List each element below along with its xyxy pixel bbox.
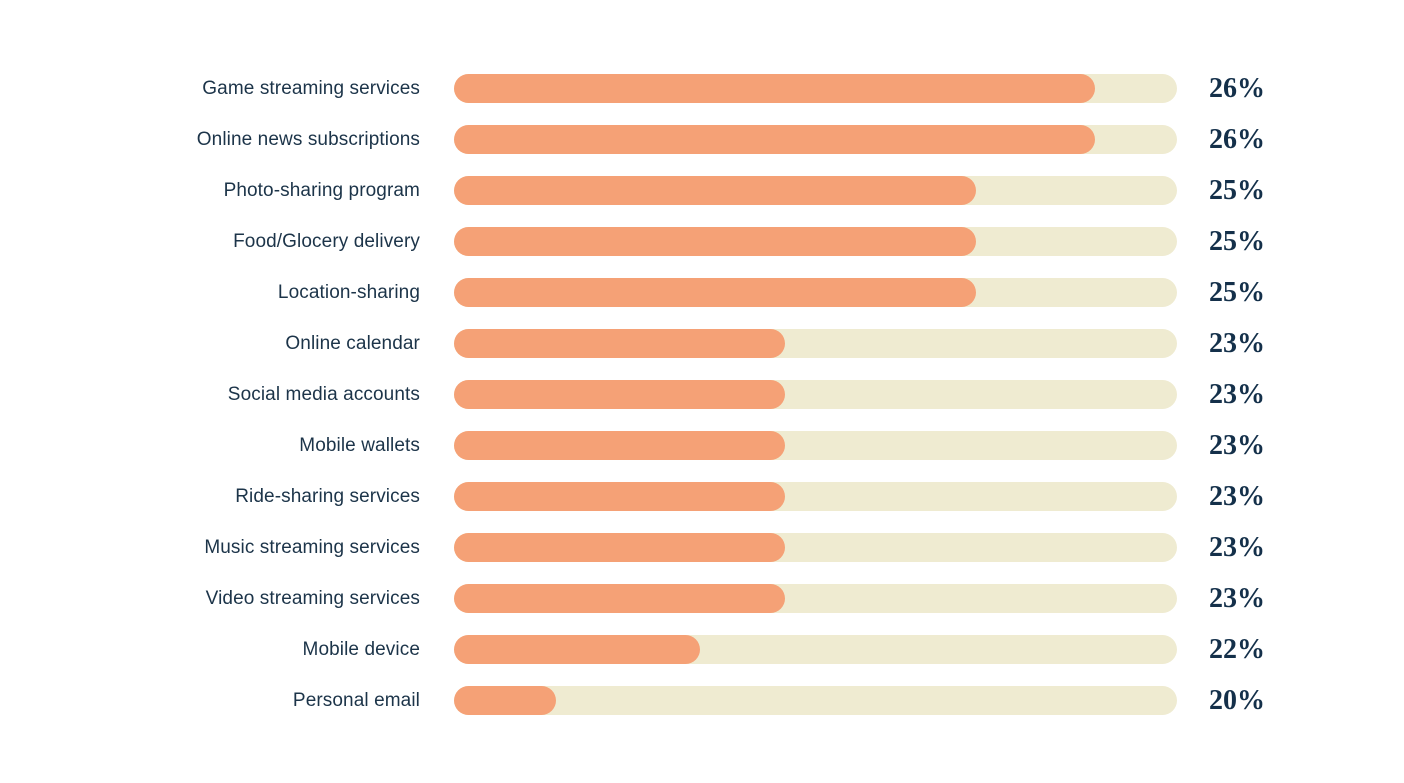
chart-row: Ride-sharing services 23%: [0, 471, 1404, 522]
chart-row: Social media accounts 23%: [0, 369, 1404, 420]
chart-row: Personal email 20%: [0, 675, 1404, 726]
value-label: 23%: [1209, 582, 1265, 614]
value-label: 23%: [1209, 378, 1265, 410]
value-label: 23%: [1209, 429, 1265, 461]
bar-fill: [454, 686, 556, 715]
category-label: Game streaming services: [202, 78, 420, 99]
chart-row: Online news subscriptions 26%: [0, 114, 1404, 165]
category-label: Social media accounts: [227, 384, 420, 405]
chart-row: Location-sharing 25%: [0, 267, 1404, 318]
category-label: Photo-sharing program: [223, 180, 420, 201]
bar-fill: [454, 380, 786, 409]
category-label: Location-sharing: [277, 282, 420, 303]
bar-track: [454, 227, 1177, 256]
chart-row: Video streaming services 23%: [0, 573, 1404, 624]
bar-track: [454, 584, 1177, 613]
bar-track: [454, 329, 1177, 358]
chart-row: Music streaming services 23%: [0, 522, 1404, 573]
bar-track: [454, 635, 1177, 664]
bar-track: [454, 176, 1177, 205]
chart-row: Photo-sharing program 25%: [0, 165, 1404, 216]
value-label: 26%: [1209, 123, 1265, 155]
value-label: 23%: [1209, 531, 1265, 563]
chart-row: Mobile wallets 23%: [0, 420, 1404, 471]
bar-track: [454, 74, 1177, 103]
bar-track: [454, 431, 1177, 460]
category-label: Ride-sharing services: [235, 486, 420, 507]
bar-track: [454, 125, 1177, 154]
category-label: Personal email: [292, 690, 420, 711]
bar-fill: [454, 482, 786, 511]
bar-fill: [454, 635, 700, 664]
bar-track: [454, 278, 1177, 307]
chart-row: Game streaming services 26%: [0, 63, 1404, 114]
bar-fill: [454, 329, 786, 358]
bar-fill: [454, 584, 786, 613]
bar-track: [454, 533, 1177, 562]
category-label: Mobile wallets: [299, 435, 420, 456]
bar-fill: [454, 227, 976, 256]
value-label: 23%: [1209, 327, 1265, 359]
category-label: Online news subscriptions: [196, 129, 420, 150]
value-label: 22%: [1209, 633, 1265, 665]
bar-chart: Game streaming services 26% Online news …: [0, 63, 1404, 726]
value-label: 20%: [1209, 684, 1265, 716]
bar-fill: [454, 431, 786, 460]
chart-row: Food/Glocery delivery 25%: [0, 216, 1404, 267]
bar-track: [454, 686, 1177, 715]
value-label: 23%: [1209, 480, 1265, 512]
bar-fill: [454, 533, 786, 562]
category-label: Online calendar: [285, 333, 420, 354]
bar-fill: [454, 74, 1096, 103]
bar-fill: [454, 278, 976, 307]
value-label: 25%: [1209, 276, 1265, 308]
value-label: 25%: [1209, 225, 1265, 257]
bar-fill: [454, 176, 976, 205]
category-label: Food/Glocery delivery: [233, 231, 420, 252]
category-label: Mobile device: [302, 639, 420, 660]
chart-row: Online calendar 23%: [0, 318, 1404, 369]
bar-fill: [454, 125, 1096, 154]
bar-track: [454, 380, 1177, 409]
bar-track: [454, 482, 1177, 511]
value-label: 26%: [1209, 72, 1265, 104]
category-label: Music streaming services: [204, 537, 420, 558]
chart-row: Mobile device 22%: [0, 624, 1404, 675]
value-label: 25%: [1209, 174, 1265, 206]
category-label: Video streaming services: [205, 588, 420, 609]
